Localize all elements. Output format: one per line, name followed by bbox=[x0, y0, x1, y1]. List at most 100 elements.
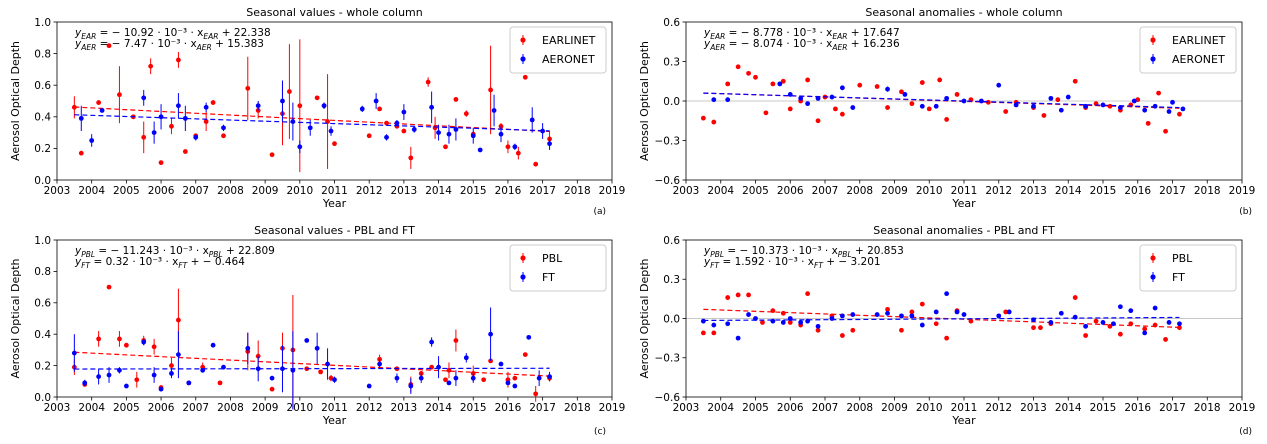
data-point bbox=[1152, 305, 1158, 311]
data-point bbox=[141, 339, 147, 345]
data-point bbox=[446, 131, 452, 137]
data-point bbox=[787, 106, 793, 112]
x-tick-label: 2013 bbox=[391, 185, 418, 197]
x-tick-label: 2003 bbox=[673, 185, 700, 197]
equation-body: = 1.592 · 10⁻³ · x bbox=[719, 256, 814, 268]
data-point bbox=[874, 84, 880, 89]
x-tick-label: 2003 bbox=[44, 402, 71, 414]
data-point bbox=[839, 85, 845, 91]
x-tick-label: 2019 bbox=[1229, 185, 1256, 197]
x-tick-label: 2008 bbox=[846, 402, 873, 414]
legend-label: PBL bbox=[1172, 252, 1193, 265]
data-point bbox=[176, 57, 181, 63]
data-point bbox=[158, 160, 164, 166]
data-point bbox=[985, 99, 991, 105]
data-point bbox=[443, 144, 448, 150]
data-point bbox=[735, 64, 741, 70]
chart-title: Seasonal anomalies - PBL and FT bbox=[873, 224, 1055, 237]
data-point bbox=[453, 97, 459, 102]
data-point bbox=[1166, 109, 1172, 114]
equation-y-subscript: PBL bbox=[710, 250, 724, 259]
data-point bbox=[498, 131, 504, 137]
series-ft bbox=[71, 307, 552, 410]
data-point bbox=[429, 339, 435, 345]
data-point bbox=[857, 82, 863, 88]
panel-label: (b) bbox=[1239, 207, 1252, 217]
data-point bbox=[780, 310, 786, 316]
x-tick-label: 2010 bbox=[286, 185, 313, 197]
legend-marker bbox=[1150, 56, 1156, 62]
x-tick-label: 2017 bbox=[1159, 185, 1186, 197]
data-point bbox=[1177, 111, 1182, 117]
data-point bbox=[307, 125, 313, 131]
data-point bbox=[425, 79, 431, 85]
x-tick-label: 2012 bbox=[356, 402, 383, 414]
equation-y: y bbox=[74, 256, 82, 268]
data-point bbox=[269, 375, 275, 381]
data-point bbox=[436, 130, 441, 136]
data-point bbox=[753, 74, 758, 80]
data-point bbox=[1006, 309, 1012, 315]
data-point bbox=[176, 317, 181, 323]
equation-y: y bbox=[703, 27, 711, 39]
legend-label: FT bbox=[1172, 271, 1185, 284]
chart-title: Seasonal anomalies - whole column bbox=[865, 6, 1062, 19]
data-point bbox=[1031, 103, 1036, 109]
data-point bbox=[1117, 105, 1123, 110]
x-tick-label: 2019 bbox=[599, 185, 626, 197]
equation-intercept: + 22.809 bbox=[223, 245, 275, 257]
legend-label: EARLINET bbox=[542, 34, 596, 47]
x-tick-label: 2011 bbox=[321, 185, 348, 197]
data-point bbox=[1003, 309, 1009, 315]
x-tick-label: 2008 bbox=[217, 402, 244, 414]
trend-line bbox=[74, 351, 550, 377]
x-tick-label: 2003 bbox=[673, 402, 700, 414]
equation-y: y bbox=[74, 245, 82, 257]
x-tick-label: 2015 bbox=[460, 185, 487, 197]
y-tick-label: 0.6 bbox=[663, 17, 680, 29]
trend-line bbox=[703, 92, 1180, 109]
data-point bbox=[182, 115, 188, 121]
data-point bbox=[158, 114, 164, 120]
equation-intercept: + 22.338 bbox=[218, 27, 270, 39]
data-point bbox=[919, 80, 925, 85]
x-tick-label: 2014 bbox=[425, 185, 452, 197]
data-point bbox=[711, 330, 717, 336]
x-tick-label: 2019 bbox=[599, 402, 626, 414]
data-point bbox=[78, 150, 84, 156]
x-tick-label: 2014 bbox=[1055, 185, 1082, 197]
trend-line bbox=[703, 316, 1180, 322]
y-tick-label: 0.6 bbox=[663, 235, 680, 247]
equation-y-subscript: EAR bbox=[710, 32, 725, 41]
data-point bbox=[1048, 320, 1054, 325]
data-point bbox=[829, 316, 835, 321]
data-point bbox=[200, 367, 206, 373]
data-point bbox=[1163, 128, 1168, 134]
data-point bbox=[314, 345, 320, 351]
data-point bbox=[746, 70, 751, 76]
data-point bbox=[725, 97, 731, 103]
y-tick-label: 0.6 bbox=[34, 80, 51, 92]
data-point bbox=[332, 377, 337, 383]
data-point bbox=[805, 77, 811, 83]
data-point bbox=[1128, 321, 1134, 327]
x-tick-label: 2004 bbox=[78, 402, 105, 414]
equation-x-subscript: FT bbox=[178, 261, 188, 270]
equation-intercept: + 16.236 bbox=[847, 38, 900, 50]
y-tick-label: 1.0 bbox=[34, 17, 51, 29]
y-tick-label: 0.4 bbox=[34, 112, 51, 124]
data-point bbox=[1156, 90, 1161, 96]
legend: EARLINET AERONET bbox=[509, 26, 607, 74]
equation-y: y bbox=[703, 245, 711, 257]
data-point bbox=[909, 309, 915, 315]
equation-y-subscript: AER bbox=[709, 43, 725, 52]
data-point bbox=[169, 123, 174, 129]
x-tick-label: 2007 bbox=[812, 402, 839, 414]
equation-2: yFT = 1.592 · 10⁻³ · xFT + − 3.201 bbox=[703, 256, 881, 270]
x-tick-label: 2016 bbox=[1124, 185, 1151, 197]
data-point bbox=[134, 377, 140, 383]
data-point bbox=[700, 318, 706, 324]
y-axis-label: Aerosol Optical Depth bbox=[638, 258, 651, 378]
legend-marker bbox=[520, 255, 526, 261]
data-point bbox=[839, 313, 845, 319]
